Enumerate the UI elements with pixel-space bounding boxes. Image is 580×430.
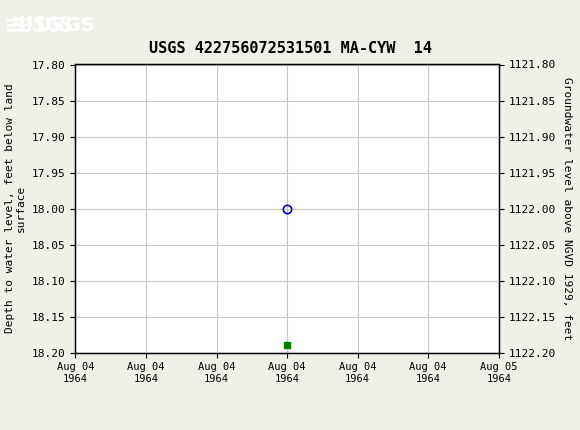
Text: USGS 422756072531501 MA-CYW  14: USGS 422756072531501 MA-CYW 14 xyxy=(148,41,432,56)
Text: ≋: ≋ xyxy=(7,12,30,40)
Y-axis label: Groundwater level above NGVD 1929, feet: Groundwater level above NGVD 1929, feet xyxy=(563,77,572,340)
Y-axis label: Depth to water level, feet below land
surface: Depth to water level, feet below land su… xyxy=(5,84,26,333)
Text: ≡USGS: ≡USGS xyxy=(6,16,72,36)
Text: USGS: USGS xyxy=(35,16,95,35)
